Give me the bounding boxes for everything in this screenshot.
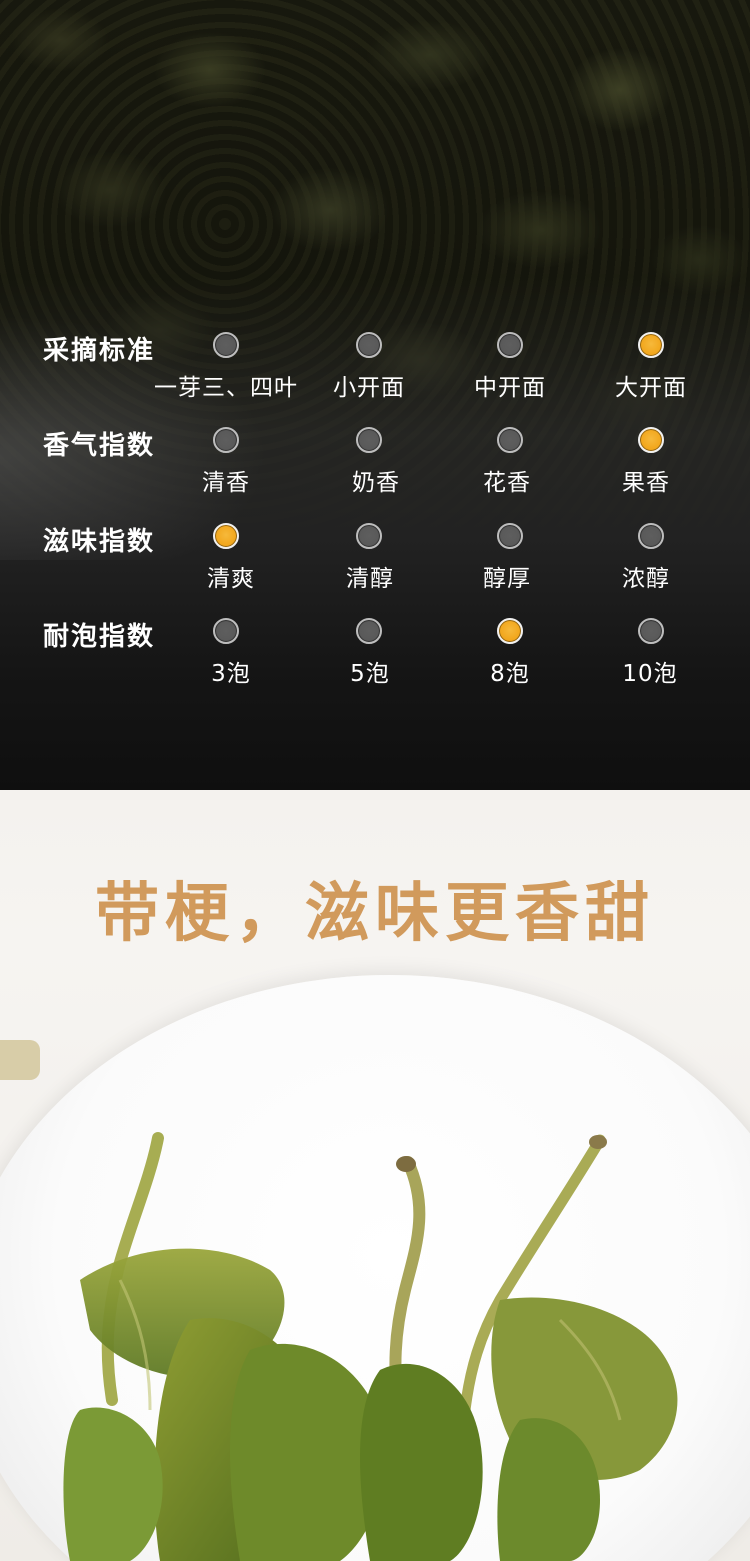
indicator-dot <box>638 618 664 644</box>
option-label: 清香 <box>202 470 250 496</box>
indicator-dot <box>213 332 239 358</box>
indicator-dot <box>497 332 523 358</box>
row-label-steeping-index: 耐泡指数 <box>43 622 156 652</box>
row-label-taste-index: 滋味指数 <box>43 527 156 557</box>
option-label: 花香 <box>483 470 531 496</box>
indicator-dot <box>638 332 664 358</box>
tea-index-table: 采摘标准 一芽三、四叶 小开面 中开面 大开面 香气指数 清香 奶香 花香 果香… <box>43 332 687 687</box>
indicator-dot <box>213 523 239 549</box>
indicator-dot <box>638 427 664 453</box>
indicator-dot <box>638 523 664 549</box>
indicator-dot <box>213 618 239 644</box>
option-label: 小开面 <box>333 375 405 401</box>
tea-index-section: 采摘标准 一芽三、四叶 小开面 中开面 大开面 香气指数 清香 奶香 花香 果香… <box>0 0 750 790</box>
option-label: 5泡 <box>350 661 390 687</box>
option-label: 浓醇 <box>622 566 670 592</box>
option-label: 中开面 <box>474 375 546 401</box>
option-label: 一芽三、四叶 <box>154 375 298 401</box>
indicator-dot <box>356 332 382 358</box>
row-label-picking-standard: 采摘标准 <box>43 336 156 366</box>
bamboo-tray-edge <box>0 1040 40 1080</box>
feature-headline: 带梗，滋味更香甜 <box>95 876 655 951</box>
indicator-dot <box>497 523 523 549</box>
dark-gradient-overlay <box>0 0 750 790</box>
option-label: 3泡 <box>211 661 251 687</box>
option-label: 10泡 <box>622 661 678 687</box>
indicator-dot <box>213 427 239 453</box>
indicator-dot <box>356 523 382 549</box>
option-label: 果香 <box>622 470 670 496</box>
row-label-aroma-index: 香气指数 <box>43 431 156 461</box>
indicator-dot <box>356 427 382 453</box>
option-label: 醇厚 <box>483 566 531 592</box>
indicator-dot <box>356 618 382 644</box>
option-label: 清爽 <box>207 566 255 592</box>
option-label: 8泡 <box>490 661 530 687</box>
indicator-dot <box>497 427 523 453</box>
brewed-tea-leaves-image <box>63 1132 678 1561</box>
option-label: 大开面 <box>615 375 687 401</box>
option-label: 清醇 <box>346 566 394 592</box>
option-label: 奶香 <box>352 470 400 496</box>
indicator-dot <box>497 618 523 644</box>
